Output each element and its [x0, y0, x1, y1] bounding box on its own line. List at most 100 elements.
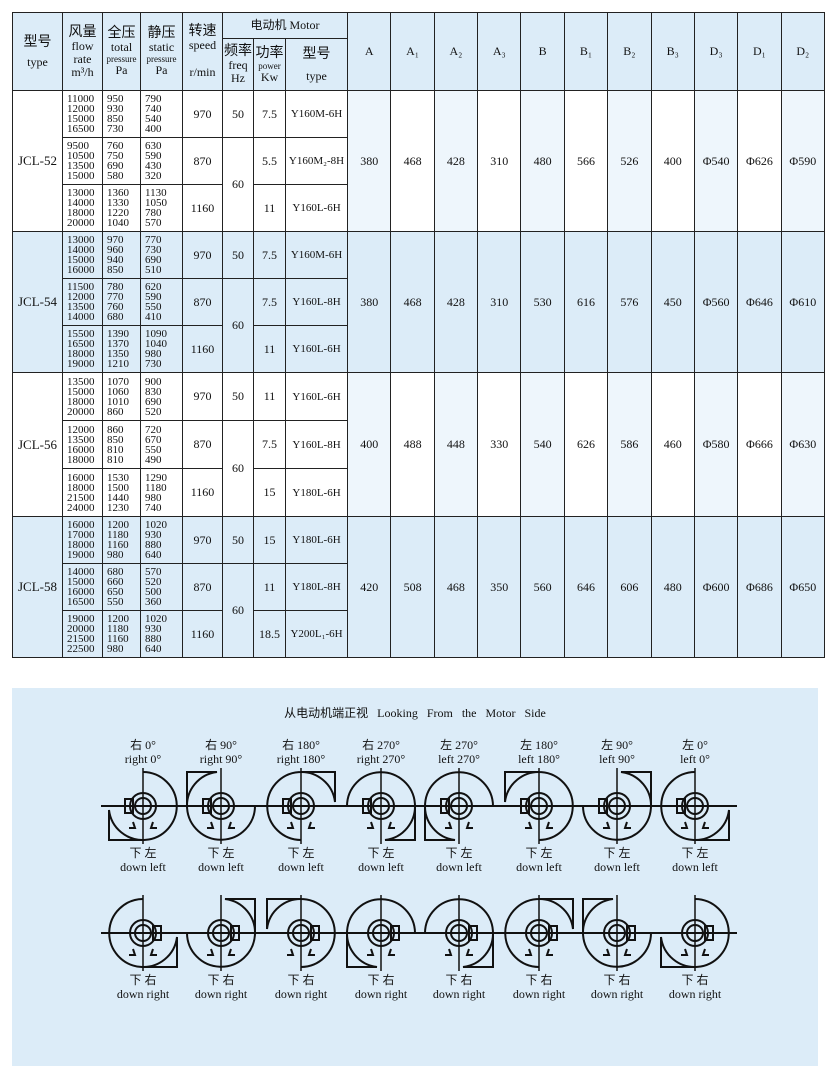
- flow-value: 12000: [67, 291, 95, 303]
- dimension-cell: 566: [563, 90, 609, 232]
- flow-value: 18000: [67, 207, 95, 219]
- flow-value: 16000: [67, 519, 95, 531]
- flow-value: 19000: [67, 358, 95, 370]
- static-value: 930: [145, 529, 162, 541]
- static-value: 1020: [145, 613, 167, 625]
- diagram-title: 从电动机端正视 Looking From the Motor Side: [284, 706, 546, 720]
- static-cell: 720 670 550 490: [140, 420, 183, 469]
- speed-cell: 970: [182, 231, 223, 279]
- fan-orientation-icon: [101, 895, 185, 971]
- dimension-cell: 400: [650, 90, 695, 232]
- static-value: 980: [145, 491, 162, 504]
- header-freq-en: freq: [228, 58, 248, 72]
- header-total-unit: Pa: [115, 63, 128, 77]
- motor-type-cell: Y200L₁-6H: [284, 610, 349, 658]
- static-value: 640: [145, 643, 162, 655]
- flow-value: 13500: [67, 433, 95, 446]
- speed-cell: 970: [182, 516, 223, 564]
- freq-cell: 60: [222, 420, 254, 517]
- static-value: 740: [145, 103, 162, 115]
- static-value: 980: [145, 348, 162, 360]
- motor-type-cell: Y180L-6H: [284, 468, 349, 517]
- total-value: 1200: [107, 613, 129, 625]
- total-value: 550: [107, 596, 124, 608]
- total-value: 650: [107, 586, 124, 598]
- flow-value: 18000: [67, 348, 95, 360]
- fan-item: 下 右 down right: [494, 893, 584, 1001]
- direction-en: down right: [432, 987, 486, 1001]
- total-cell: 970 960 940 850: [102, 231, 141, 279]
- direction-cn: 下 左: [525, 846, 553, 860]
- orientation-cn: 左 180°: [520, 738, 558, 752]
- orientation-en: right 270°: [356, 752, 406, 766]
- orientation-cn: 右 270°: [362, 738, 400, 752]
- direction-cn: 下 左: [445, 846, 473, 860]
- header-total-en2: pressure: [106, 54, 137, 64]
- orientation-en: left 90°: [599, 752, 635, 766]
- speed-cell: 1160: [182, 184, 223, 232]
- orientation-en: right 90°: [199, 752, 243, 766]
- fan-item: 下 右 down right: [572, 893, 662, 1001]
- power-cell: 15: [253, 516, 286, 564]
- flow-value: 20000: [67, 217, 95, 229]
- header-power: 功率 power Kw: [253, 38, 286, 91]
- static-cell: 1020 930 880 640: [140, 610, 183, 658]
- fan-orientation-icon: [575, 895, 659, 971]
- model-name: JCL-58: [12, 516, 63, 658]
- orientation-cn: 左 270°: [440, 738, 478, 752]
- total-value: 760: [107, 301, 124, 313]
- motor-type-cell: Y160L-8H: [284, 420, 349, 469]
- speed-cell: 870: [182, 137, 223, 185]
- fan-orientation-icon: [497, 768, 581, 844]
- direction-en: down right: [116, 987, 170, 1001]
- dimension-cell: 586: [607, 372, 652, 517]
- power-cell: 7.5: [253, 90, 286, 138]
- header-total-cn: 全压: [107, 26, 136, 41]
- flow-value: 24000: [67, 501, 95, 514]
- header-static-en: static: [148, 40, 175, 54]
- flow-value: 13500: [67, 375, 95, 388]
- fan-item: 左 270° left 270° 下 左 down left: [414, 738, 504, 874]
- fan-orientation-icon: [259, 895, 343, 971]
- fan-item: 下 右 down right: [256, 893, 346, 1001]
- header-speed: 转速 speed r/min: [182, 12, 223, 91]
- dimension-cell: 508: [390, 516, 435, 658]
- header-motor-type: 型号 type: [284, 38, 349, 91]
- static-value: 500: [145, 586, 162, 598]
- flow-cell: 15500 16500 18000 19000: [62, 325, 103, 373]
- header-speed-en: speed: [188, 38, 217, 52]
- static-value: 550: [145, 443, 162, 456]
- direction-cn: 下 右: [603, 973, 631, 987]
- direction-en: down left: [358, 860, 404, 874]
- model-name: JCL-52: [12, 90, 63, 232]
- flow-cell: 11500 12000 13500 14000: [62, 278, 103, 326]
- dimension-cell: Φ630: [780, 372, 826, 517]
- dimension-cell: 488: [390, 372, 435, 517]
- table-row: JCL-52 11000 12000 15000 16500 950 930 850 730 79…: [12, 90, 826, 232]
- static-cell: 1130 1050 780 570: [140, 184, 183, 232]
- static-value: 400: [145, 123, 162, 135]
- dimension-cell: Φ600: [693, 516, 739, 658]
- table-row: JCL-56 13500 15000 18000 20000 1070 1060 1010 86…: [12, 372, 826, 517]
- spec-table: 型号 type 风量 flow rate m³/h 全压 total pressure Pa…: [12, 12, 826, 658]
- total-value: 1160: [107, 633, 129, 645]
- direction-cn: 下 左: [129, 846, 157, 860]
- dimension-cell: Φ646: [737, 231, 782, 373]
- static-value: 490: [145, 453, 162, 466]
- dimension-cell: Φ626: [737, 90, 782, 232]
- dimension-cell: 350: [477, 516, 522, 658]
- power-cell: 11: [253, 563, 286, 611]
- speed-cell: 870: [182, 420, 223, 469]
- flow-cell: 16000 18000 21500 24000: [62, 468, 103, 517]
- flow-value: 13500: [67, 301, 95, 313]
- static-cell: 790 740 540 400: [140, 90, 183, 138]
- header-dim: D₃: [693, 12, 739, 91]
- dimension-cell: Φ580: [693, 372, 739, 517]
- dimension-cell: 428: [433, 90, 479, 232]
- direction-cn: 下 右: [681, 973, 709, 987]
- fan-item: 右 90° right 90° 下 左 down left: [176, 738, 266, 874]
- fan-orientation-icon: [259, 768, 343, 844]
- dimension-cell: 480: [650, 516, 695, 658]
- orientation-cn: 右 90°: [205, 738, 237, 752]
- static-value: 410: [145, 311, 162, 323]
